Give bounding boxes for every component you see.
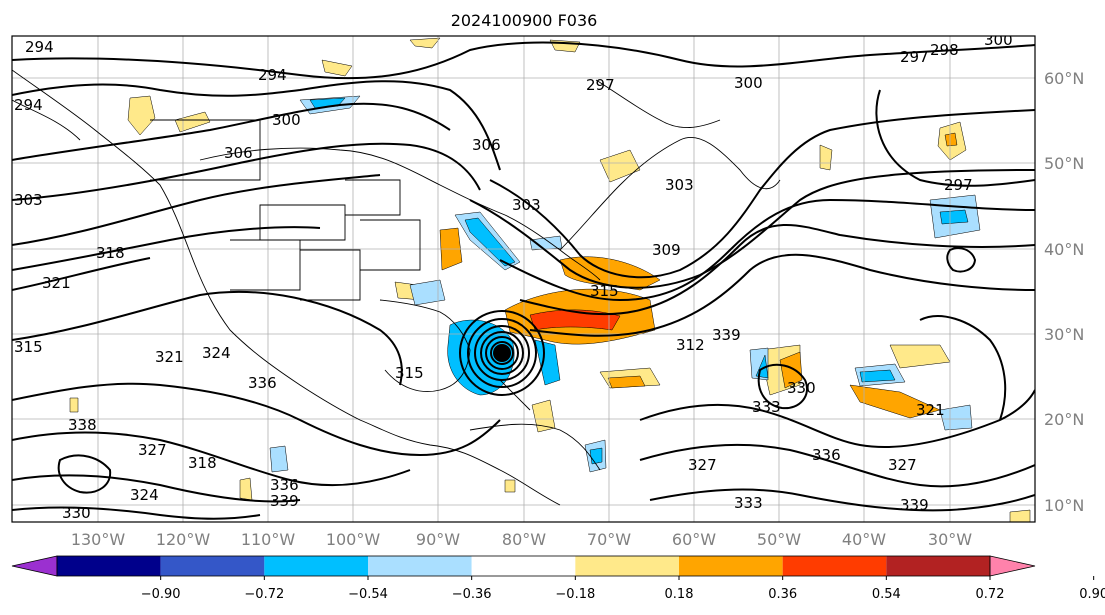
contour-label: 300: [984, 31, 1013, 49]
colorbar-segment: [679, 556, 783, 576]
contour-label: 297: [900, 48, 929, 66]
contour-label: 294: [14, 96, 43, 114]
map-frame: [11, 35, 1036, 523]
longitude-labels: 130°W 120°W 110°W 100°W 90°W 80°W 70°W 6…: [71, 530, 972, 549]
colorbar-segment: [57, 556, 161, 576]
contour-label: 294: [25, 38, 54, 56]
lon-label: 100°W: [326, 530, 381, 549]
colorbar-tick-label: −0.72: [244, 587, 284, 602]
colorbar-tick-label: 0.72: [976, 587, 1005, 602]
contour-lines: [12, 41, 1035, 520]
colorbar-tick-label: 0.90: [1079, 587, 1105, 602]
contour-label: 327: [138, 441, 167, 459]
colorbar-tick-label: −0.36: [452, 587, 492, 602]
lon-label: 130°W: [71, 530, 126, 549]
contour-label: 303: [14, 191, 43, 209]
contour-label: 338: [68, 416, 97, 434]
contour-label: 336: [248, 374, 277, 392]
colorbar-segment: [471, 556, 576, 576]
colorbar-outline: [56, 555, 991, 577]
contour-label: 339: [712, 326, 741, 344]
contour-label: 324: [202, 344, 231, 362]
lat-label: 30°N: [1044, 325, 1084, 344]
contour-label: 318: [96, 244, 125, 262]
lat-label: 20°N: [1044, 410, 1084, 429]
colorbar: [11, 555, 1036, 577]
contour-label: 321: [916, 401, 945, 419]
contour-label: 306: [472, 136, 501, 154]
contour-label: 333: [734, 494, 763, 512]
lon-label: 90°W: [416, 530, 460, 549]
lat-label: 60°N: [1044, 69, 1084, 88]
contour-label: 333: [752, 398, 781, 416]
contour-label: 312: [676, 336, 705, 354]
contour-label: 298: [930, 41, 959, 59]
colorbar-segment: [160, 556, 265, 576]
colorbar-tick-label: 0.36: [768, 587, 797, 602]
colorbar-tick-label: −0.90: [141, 587, 181, 602]
contour-label: 315: [395, 364, 424, 382]
contour-label: 330: [62, 504, 91, 522]
contour-labels: 294 294 294 300 306 303 318 321 315 321 …: [14, 31, 1013, 522]
contour-label: 321: [155, 348, 184, 366]
contour-label: 294: [258, 66, 287, 84]
colorbar-segment: [575, 556, 679, 576]
map-panel: 294 294 294 300 306 303 318 321 315 321 …: [12, 31, 1035, 522]
contour-label: 318: [188, 454, 217, 472]
lon-label: 110°W: [241, 530, 296, 549]
contour-label: 297: [586, 76, 615, 94]
lon-label: 80°W: [502, 530, 546, 549]
contour-label: 315: [14, 338, 43, 356]
lat-label: 40°N: [1044, 240, 1084, 259]
lat-label: 10°N: [1044, 496, 1084, 515]
lon-label: 30°W: [928, 530, 972, 549]
contour-label: 303: [665, 176, 694, 194]
contour-label: 336: [812, 446, 841, 464]
colorbar-extend-low: [11, 555, 58, 577]
colorbar-tick-label: 0.18: [665, 587, 694, 602]
colorbar-segment: [886, 556, 990, 576]
contour-label: 327: [888, 456, 917, 474]
contour-label: 303: [512, 196, 541, 214]
colorbar-tick-label: −0.18: [555, 587, 595, 602]
colorbar-tick-label: 0.54: [872, 587, 901, 602]
map-title: 2024100900 F036: [451, 11, 598, 30]
contour-label: 339: [900, 496, 929, 514]
latitude-labels: 60°N 50°N 40°N 30°N 20°N 10°N: [1044, 69, 1084, 515]
contour-label: 336: [270, 476, 299, 494]
contour-label: 306: [224, 144, 253, 162]
lon-label: 50°W: [757, 530, 801, 549]
lon-label: 120°W: [156, 530, 211, 549]
colorbar-segment: [264, 556, 368, 576]
lat-label: 50°N: [1044, 154, 1084, 173]
contour-label: 324: [130, 486, 159, 504]
graticule: [12, 36, 1035, 522]
colorbar-segment: [782, 556, 887, 576]
contour-label: 300: [272, 111, 301, 129]
contour-label: 315: [590, 282, 619, 300]
contour-label: 339: [270, 492, 299, 510]
contour-label: 327: [688, 456, 717, 474]
contour-label: 330: [787, 379, 816, 397]
colorbar-tick-label: −0.54: [348, 587, 388, 602]
colorbar-extend-high: [989, 555, 1036, 577]
contour-label: 297: [944, 176, 973, 194]
colorbar-ticks: −0.90 −0.72 −0.54 −0.36 −0.18 0.18 0.36 0.54 0.7…: [141, 576, 1105, 602]
colorbar-segment: [368, 556, 472, 576]
lon-label: 60°W: [672, 530, 716, 549]
contour-label: 300: [734, 74, 763, 92]
contour-label: 321: [42, 274, 71, 292]
lon-label: 40°W: [842, 530, 886, 549]
lon-label: 70°W: [587, 530, 631, 549]
contour-label: 309: [652, 241, 681, 259]
